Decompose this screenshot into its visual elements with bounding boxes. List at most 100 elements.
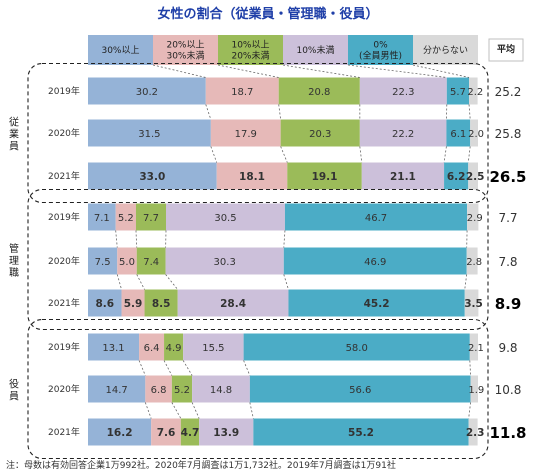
connector-line xyxy=(443,146,447,163)
connector-line xyxy=(468,402,471,419)
legend-swatch-1 xyxy=(153,35,218,65)
data-label: 46.9 xyxy=(364,257,386,268)
bar-segment xyxy=(88,203,116,231)
data-label: 30.5 xyxy=(214,213,236,224)
bar-segment xyxy=(88,162,217,190)
data-label: 6.1 xyxy=(450,129,466,140)
bar-segment xyxy=(468,162,478,190)
connector-line xyxy=(249,402,254,419)
bar-segment xyxy=(192,375,250,403)
data-label: 22.3 xyxy=(392,87,414,98)
bar-row: 2021年 16.2 7.6 4.7 13.9 55.2 2.3 11.8 xyxy=(48,418,527,446)
data-label: 4.9 xyxy=(166,343,182,354)
legend-swatch-2 xyxy=(218,35,283,65)
year-label: 2019年 xyxy=(48,341,80,353)
bar-segment xyxy=(283,247,467,275)
connector-line xyxy=(468,104,471,120)
bar-row: 2019年 30.2 18.7 20.8 22.3 5.7 2.2 25.2 xyxy=(48,77,521,105)
data-label: 3.5 xyxy=(464,298,483,310)
bar-segment xyxy=(88,333,140,361)
bar-segment xyxy=(470,119,478,147)
bar-segment xyxy=(444,162,469,190)
bar-segment xyxy=(359,77,447,105)
data-label: 55.2 xyxy=(348,427,374,439)
bar-row: 2021年 33.0 18.1 19.1 21.1 6.2 2.5 26.5 xyxy=(48,162,527,190)
average-value: 8.9 xyxy=(495,295,522,313)
bar-row: 2021年 8.6 5.9 8.5 28.4 45.2 3.5 8.9 xyxy=(48,289,522,317)
bar-segment xyxy=(253,418,469,446)
bar-segment xyxy=(183,333,244,361)
bar-segment xyxy=(210,119,281,147)
bar-segment xyxy=(180,418,200,446)
bar-segment xyxy=(284,203,468,231)
bar-segment xyxy=(88,289,122,317)
bar-segment xyxy=(466,247,478,275)
bar-segment xyxy=(469,77,478,105)
data-label: 20.8 xyxy=(308,87,330,98)
connector-line xyxy=(171,402,182,419)
connector-line xyxy=(282,64,360,78)
legend-label-1: 20%以上 xyxy=(166,40,204,51)
bar-segment xyxy=(287,162,362,190)
bar-segment xyxy=(216,162,288,190)
data-label: 30.2 xyxy=(136,87,158,98)
data-label: 6.8 xyxy=(151,385,167,396)
data-label: 1.9 xyxy=(468,385,484,396)
year-label: 2020年 xyxy=(48,127,80,139)
legend-label-2: 20%未満 xyxy=(231,50,269,62)
legend-label-3: 10%未満 xyxy=(296,44,334,56)
group-label: 従 xyxy=(9,116,19,129)
connector-line xyxy=(278,104,282,120)
connector-line xyxy=(144,402,152,419)
bar-segment xyxy=(115,203,136,231)
connector-line xyxy=(135,230,138,248)
data-label: 16.2 xyxy=(107,427,133,439)
data-label: 6.4 xyxy=(144,343,160,354)
average-header-box xyxy=(488,38,524,62)
bar-segment xyxy=(88,418,152,446)
bar-segment xyxy=(278,77,360,105)
connector-line xyxy=(138,360,146,376)
data-label: 2.9 xyxy=(467,213,483,224)
group-label: 管 xyxy=(9,242,19,255)
data-label: 22.2 xyxy=(392,129,414,140)
connector-line xyxy=(210,146,218,163)
connector-line xyxy=(205,104,212,120)
data-label: 8.5 xyxy=(152,298,171,310)
year-label: 2021年 xyxy=(48,170,80,182)
average-value: 11.8 xyxy=(489,424,526,442)
connector-line xyxy=(464,274,468,290)
average-value: 9.8 xyxy=(498,341,517,355)
bar-row: 2020年 31.5 17.9 20.3 22.2 6.1 2.0 25.8 xyxy=(48,119,521,147)
data-label: 8.6 xyxy=(95,298,114,310)
connector-line xyxy=(359,146,363,163)
data-label: 17.9 xyxy=(235,129,257,140)
bar-segment xyxy=(121,289,145,317)
data-label: 7.6 xyxy=(157,427,176,439)
group-label: 員 xyxy=(9,391,19,403)
year-label: 2020年 xyxy=(48,255,80,267)
year-label: 2019年 xyxy=(48,211,80,223)
group-1: 管理職 2019年 7.1 5.2 7.7 30.5 46.7 2.9 7.7 2020年 7.5 5… xyxy=(9,188,522,331)
footnote: 注：母数は有効回答企業1万992社。2020年7月調査は1万1,732社。201… xyxy=(6,459,396,471)
data-label: 58.0 xyxy=(346,343,368,354)
bar-segment xyxy=(359,119,447,147)
bar-segment xyxy=(280,119,360,147)
bar-segment xyxy=(361,162,445,190)
group-0: 従業員 2019年 30.2 18.7 20.8 22.3 5.7 2.2 25.2 2020年 3… xyxy=(9,62,527,204)
connector-line xyxy=(467,146,471,163)
data-label: 7.5 xyxy=(95,257,111,268)
connector-line xyxy=(469,360,471,376)
bar-segment xyxy=(467,203,479,231)
legend-label-4: (全員男性) xyxy=(359,50,402,62)
data-label: 18.1 xyxy=(239,171,265,183)
legend-swatch-0 xyxy=(88,35,153,65)
bar-segment xyxy=(164,333,184,361)
bar-segment xyxy=(470,375,478,403)
data-label: 21.1 xyxy=(390,171,416,183)
group-label: 員 xyxy=(9,141,19,153)
data-label: 5.2 xyxy=(118,213,134,224)
connector-line xyxy=(115,230,118,248)
group-label: 理 xyxy=(9,255,19,267)
group-label: 職 xyxy=(9,267,19,279)
